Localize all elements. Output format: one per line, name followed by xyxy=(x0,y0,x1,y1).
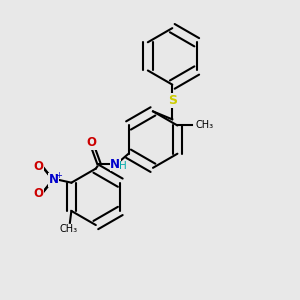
Text: CH₃: CH₃ xyxy=(195,121,213,130)
Text: N: N xyxy=(49,173,58,186)
Text: O: O xyxy=(34,160,44,173)
Text: H: H xyxy=(119,161,127,172)
Text: N: N xyxy=(110,158,120,171)
Text: S: S xyxy=(168,94,177,106)
Text: +: + xyxy=(55,171,62,180)
Text: O: O xyxy=(86,136,96,149)
Text: O: O xyxy=(34,187,44,200)
Text: CH₃: CH₃ xyxy=(59,224,77,234)
